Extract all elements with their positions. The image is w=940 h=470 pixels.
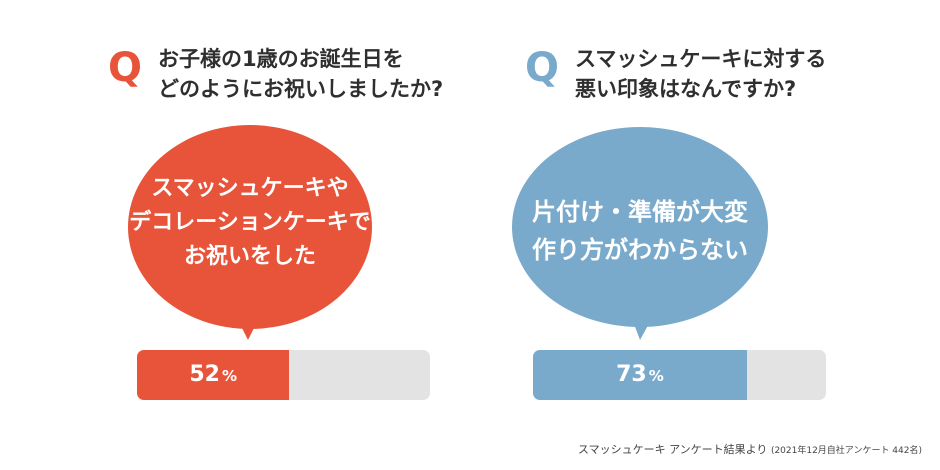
source-detail: (2021年12月自社アンケート 442名): [770, 446, 922, 456]
source-main: スマッシュケーキ アンケート結果より: [577, 443, 768, 456]
answer-line: 作り方がわからない: [532, 236, 748, 264]
answer-text: スマッシュケーキや デコレーションケーキで お祝いをした: [125, 172, 375, 274]
q-icon: Q: [108, 45, 143, 91]
speech-bubble: [128, 125, 372, 340]
question-text: スマッシュケーキに対する 悪い印象はなんですか?: [575, 44, 826, 104]
percentage-bar-track: 52%: [137, 350, 430, 400]
percentage-bar-track: 73%: [533, 350, 826, 400]
q-icon: Q: [525, 45, 560, 91]
percentage-value: 73: [616, 362, 647, 387]
percentage-bar-fill: [137, 350, 290, 400]
answer-line: お祝いをした: [183, 244, 316, 269]
question-line: スマッシュケーキに対する: [575, 47, 827, 71]
percentage-unit: %: [648, 367, 664, 385]
answer-line: スマッシュケーキや: [151, 176, 349, 201]
percentage-bar-fill: [533, 350, 747, 400]
percentage-label: 73%: [533, 350, 747, 400]
survey-panel-right: Q スマッシュケーキに対する 悪い印象はなんですか? 片付け・準備が大変 作り方…: [470, 0, 940, 420]
percentage-value: 52: [189, 362, 220, 387]
answer-line: デコレーションケーキで: [129, 210, 371, 235]
source-footnote: スマッシュケーキ アンケート結果より (2021年12月自社アンケート 442名…: [578, 441, 922, 457]
question-line: お子様の1歳のお誕生日を: [158, 47, 404, 71]
percentage-unit: %: [221, 367, 237, 385]
question-line: どのようにお祝いしましたか?: [158, 77, 444, 101]
survey-panel-left: Q お子様の1歳のお誕生日を どのようにお祝いしましたか? スマッシュケーキや …: [0, 0, 470, 420]
speech-bubble: [512, 127, 768, 340]
question-line: 悪い印象はなんですか?: [575, 77, 797, 101]
question-text: お子様の1歳のお誕生日を どのようにお祝いしましたか?: [158, 44, 443, 104]
percentage-label: 52%: [137, 350, 289, 400]
answer-text: 片付け・準備が大変 作り方がわからない: [510, 193, 770, 269]
answer-line: 片付け・準備が大変: [532, 198, 748, 226]
